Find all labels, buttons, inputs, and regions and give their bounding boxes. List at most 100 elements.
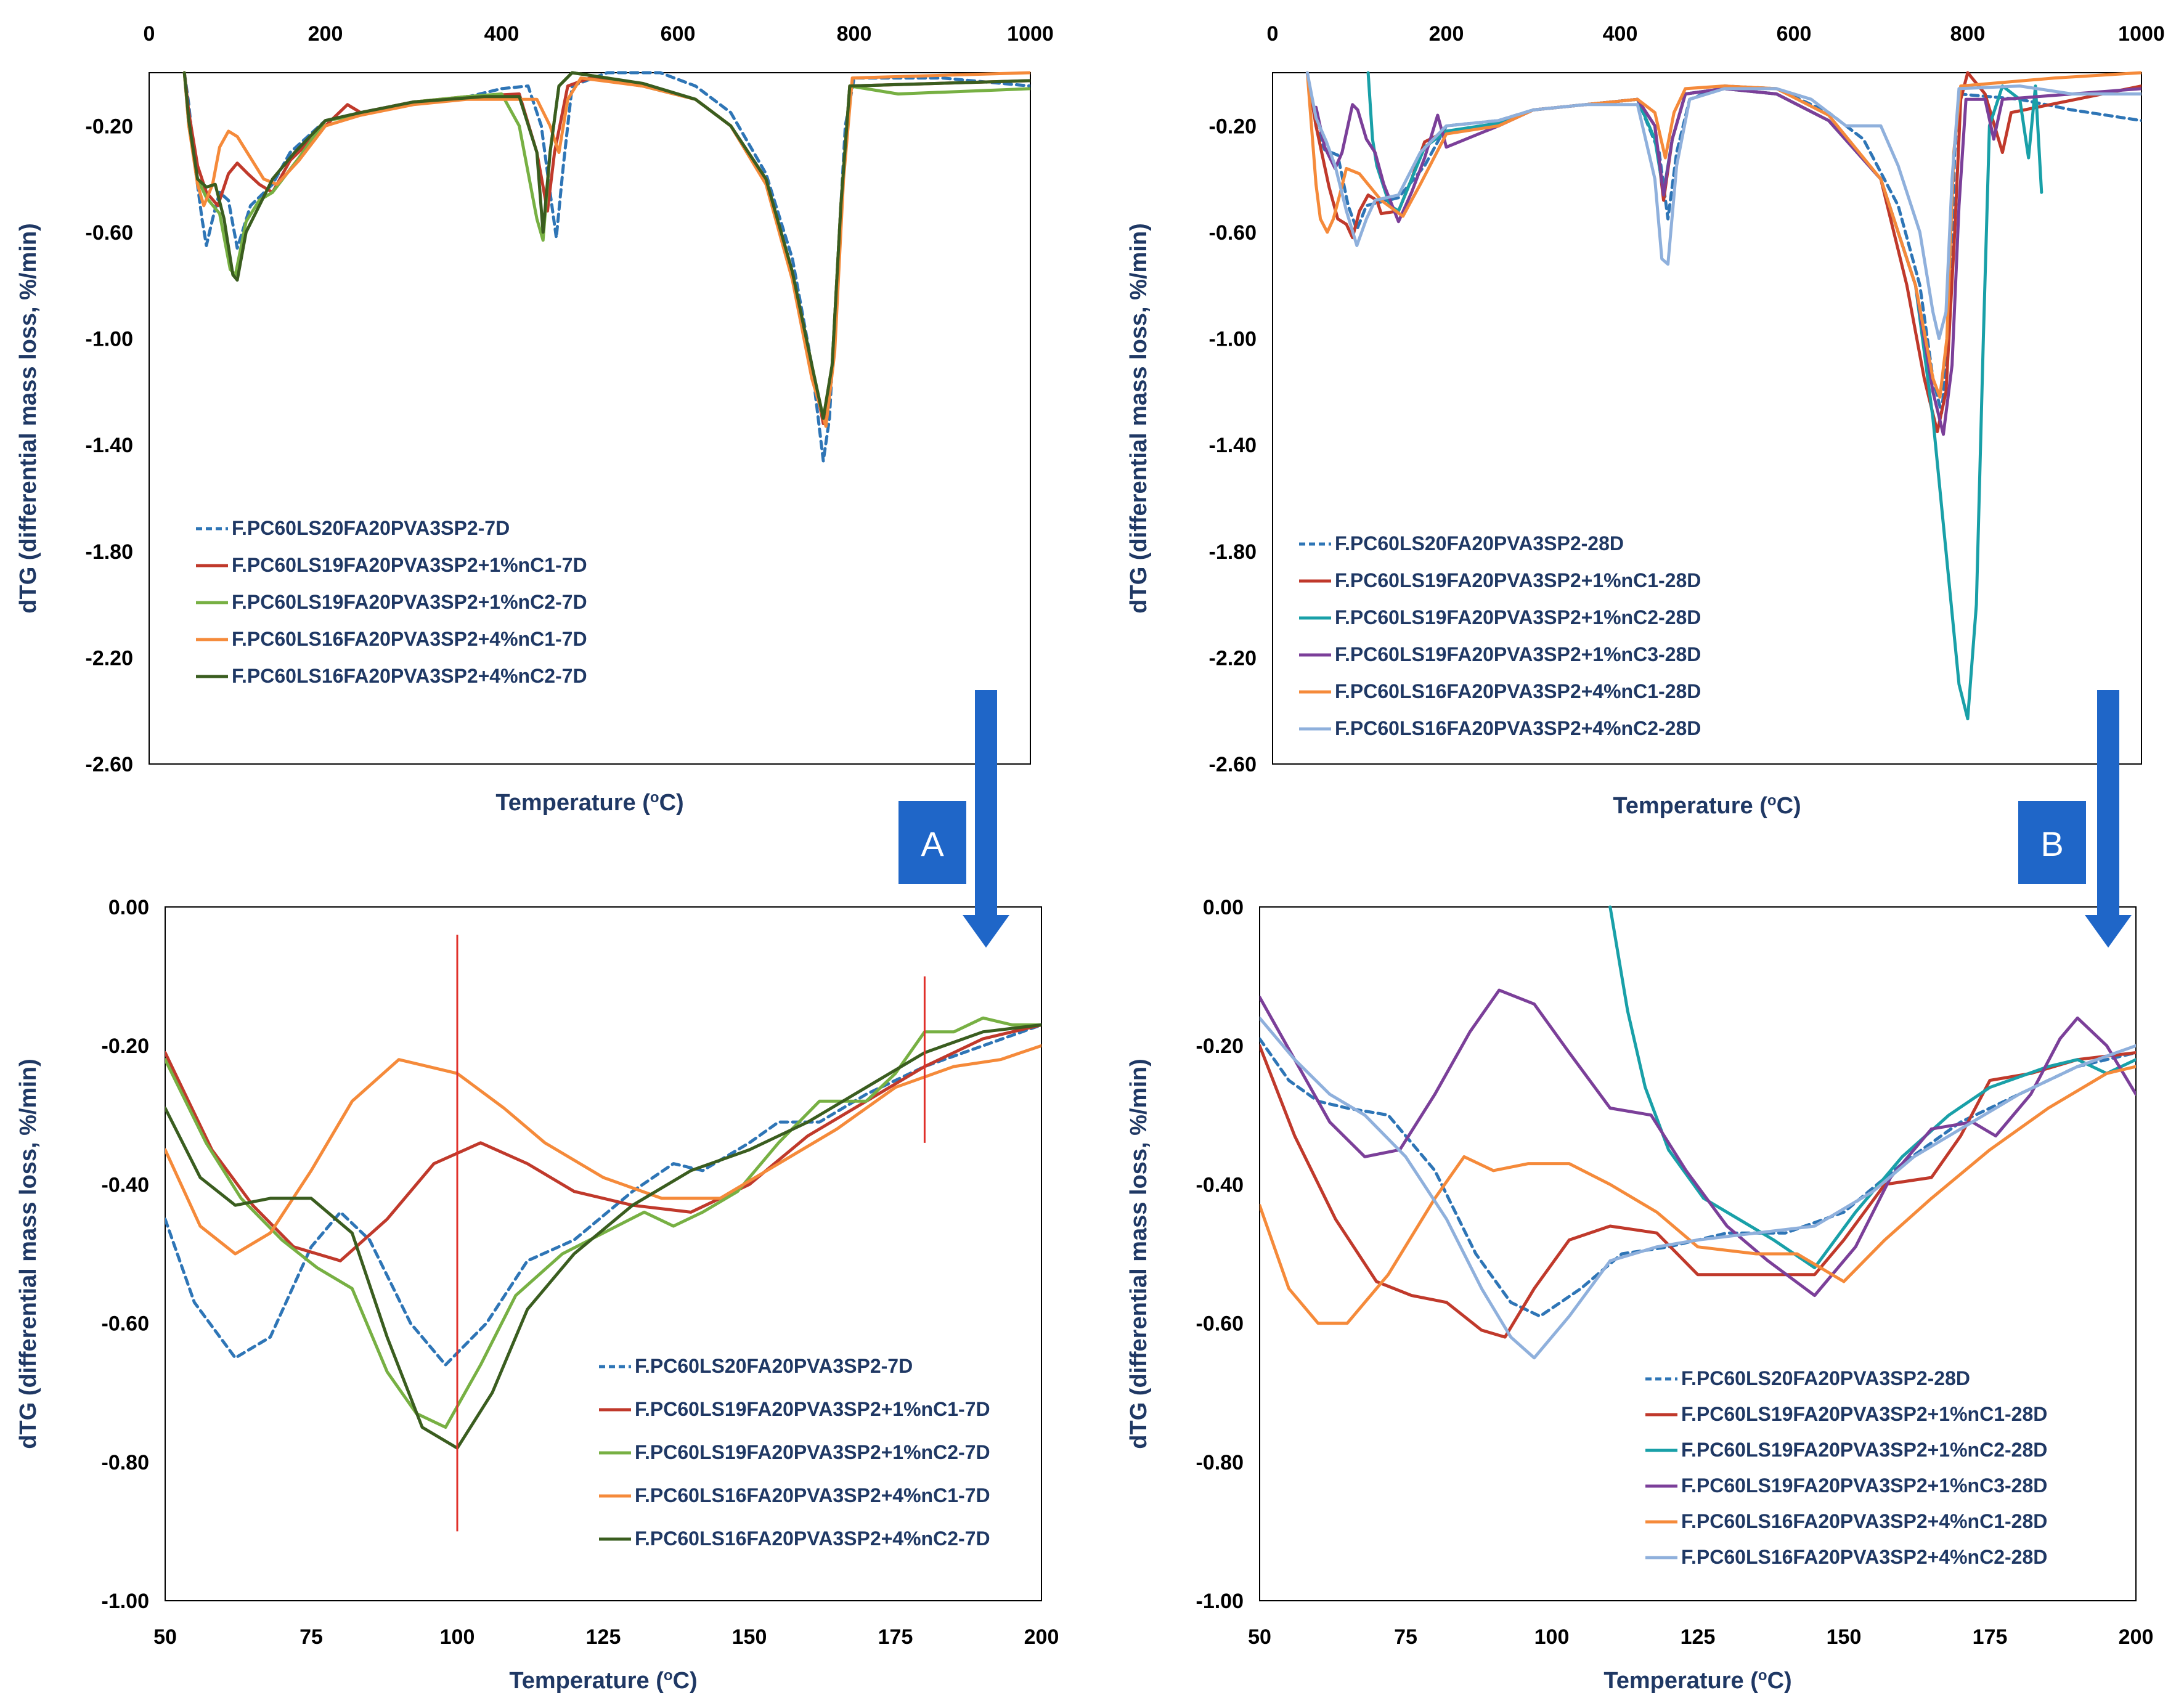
label-box-b	[2018, 801, 2086, 884]
arrow-b-shaft	[2097, 690, 2119, 915]
series-line-2	[1260, 1044, 2136, 1339]
x-tick-label: 800	[837, 22, 872, 46]
y-tick-label: -0.80	[1196, 1451, 1244, 1474]
series-group	[1260, 905, 2136, 1360]
y-axis-label: dTG (differential mass loss, %/min)	[15, 1059, 41, 1449]
x-tick-label: 200	[1429, 22, 1464, 46]
x-tick-label: 400	[484, 22, 520, 46]
y-tick-label: -1.00	[86, 328, 134, 351]
y-axis-label: dTG (differential mass loss, %/min)	[15, 223, 41, 613]
x-tick-label: 50	[153, 1625, 177, 1649]
series-line-2	[182, 71, 1030, 426]
legend-entry: F.PC60LS19FA20PVA3SP2+1%nC1-7D	[635, 1398, 990, 1420]
series-group	[1305, 71, 2141, 721]
y-tick-label: -2.60	[86, 753, 134, 776]
legend: F.PC60LS20FA20PVA3SP2-7D F.PC60LS19FA20PV…	[196, 517, 587, 687]
y-tick-label: -0.60	[86, 221, 134, 245]
y-tick-label: -0.40	[1196, 1173, 1244, 1197]
legend: F.PC60LS20FA20PVA3SP2-28D F.PC60LS19FA20P…	[1299, 532, 1701, 739]
x-tick-label: 100	[1534, 1625, 1570, 1649]
legend: F.PC60LS20FA20PVA3SP2-7D F.PC60LS19FA20PV…	[599, 1355, 990, 1550]
legend-entry: F.PC60LS16FA20PVA3SP2+4%nC1-7D	[635, 1484, 990, 1506]
chart-top_right: -0.20 -0.60 -1.00 -1.40 -1.80 -2.20 -2.60 0 200 4…	[1126, 22, 2165, 819]
series-line-4	[165, 1044, 1041, 1256]
series-line-5	[1260, 1065, 2136, 1325]
series-line-1	[165, 1023, 1041, 1367]
series-line-5	[165, 1023, 1041, 1450]
legend-entry: F.PC60LS19FA20PVA3SP2+1%nC2-7D	[232, 591, 587, 613]
y-tick-label: -2.60	[1209, 753, 1257, 776]
legend-entry: F.PC60LS19FA20PVA3SP2+1%nC3-28D	[1335, 643, 1701, 665]
series-line-3	[1608, 905, 2136, 1269]
plot-frame	[1272, 72, 2142, 765]
series-group	[165, 1016, 1041, 1450]
y-tick-label: -0.20	[1209, 115, 1257, 138]
y-tick-label: -0.60	[102, 1312, 150, 1336]
series-line-1	[182, 71, 1030, 463]
legend-entry: F.PC60LS19FA20PVA3SP2+1%nC2-28D	[1335, 606, 1701, 628]
arrow-a: A	[898, 690, 1009, 948]
legend-entry: F.PC60LS19FA20PVA3SP2+1%nC2-7D	[635, 1441, 990, 1463]
label-box-a	[898, 801, 966, 884]
x-axis-label: Temperature (oC)	[495, 789, 683, 816]
series-line-6	[1305, 71, 2141, 340]
x-tick-label: 200	[1024, 1625, 1059, 1649]
arrow-b: B	[2018, 690, 2132, 948]
x-axis-label: Temperature (oC)	[509, 1667, 697, 1694]
series-line-1	[1305, 71, 2141, 415]
legend-entry: F.PC60LS16FA20PVA3SP2+4%nC2-7D	[635, 1527, 990, 1550]
y-tick-label: -0.60	[1196, 1312, 1244, 1336]
y-tick-label: -1.00	[1196, 1590, 1244, 1613]
x-tick-label: 50	[1248, 1625, 1271, 1649]
label-box-a-text: A	[921, 824, 944, 863]
legend-entry: F.PC60LS19FA20PVA3SP2+1%nC3-28D	[1681, 1474, 2047, 1497]
y-tick-label: -1.80	[86, 540, 134, 564]
y-tick-label: 0.00	[1203, 896, 1244, 919]
series-line-4	[182, 71, 1030, 428]
y-tick-label: -0.80	[102, 1451, 150, 1474]
legend: F.PC60LS20FA20PVA3SP2-28D F.PC60LS19FA20P…	[1645, 1367, 2047, 1568]
x-tick-label: 75	[1394, 1625, 1417, 1649]
y-tick-label: -2.20	[1209, 646, 1257, 670]
series-line-2	[165, 1023, 1041, 1262]
series-line-5	[182, 71, 1030, 420]
legend-entry: F.PC60LS19FA20PVA3SP2+1%nC1-7D	[232, 554, 587, 576]
y-tick-label: -1.00	[102, 1590, 150, 1613]
plot-frame	[165, 906, 1042, 1601]
legend-entry: F.PC60LS16FA20PVA3SP2+4%nC2-28D	[1335, 717, 1701, 739]
x-tick-label: 100	[440, 1625, 475, 1649]
arrow-a-shaft	[975, 690, 997, 915]
x-axis-label: Temperature (oC)	[1613, 792, 1801, 819]
legend-entry: F.PC60LS19FA20PVA3SP2+1%nC1-28D	[1335, 569, 1701, 591]
x-tick-label: 150	[732, 1625, 767, 1649]
arrow-b-head	[2085, 915, 2132, 948]
x-tick-label: 125	[1681, 1625, 1716, 1649]
legend-entry: F.PC60LS20FA20PVA3SP2-7D	[635, 1355, 913, 1377]
legend-entry: F.PC60LS20FA20PVA3SP2-7D	[232, 517, 510, 539]
legend-entry: F.PC60LS19FA20PVA3SP2+1%nC2-28D	[1681, 1439, 2047, 1461]
y-tick-label: -1.00	[1209, 328, 1257, 351]
x-tick-label: 125	[586, 1625, 621, 1649]
x-tick-label: 175	[878, 1625, 913, 1649]
series-line-3	[165, 1016, 1041, 1429]
x-tick-label: 0	[1267, 22, 1279, 46]
legend-entry: F.PC60LS16FA20PVA3SP2+4%nC1-28D	[1681, 1510, 2047, 1532]
x-tick-label: 150	[1827, 1625, 1862, 1649]
y-axis-label: dTG (differential mass loss, %/min)	[1126, 1059, 1152, 1449]
y-tick-label: -1.40	[86, 434, 134, 457]
series-line-6	[1260, 1016, 2136, 1360]
x-tick-label: 200	[308, 22, 343, 46]
legend-entry: F.PC60LS16FA20PVA3SP2+4%nC1-7D	[232, 628, 587, 650]
legend-entry: F.PC60LS20FA20PVA3SP2-28D	[1681, 1367, 1970, 1389]
y-tick-label: -1.40	[1209, 434, 1257, 457]
y-tick-label: -0.20	[86, 115, 134, 138]
series-group	[182, 71, 1030, 463]
plot-frame	[149, 72, 1031, 765]
y-tick-label: 0.00	[108, 896, 149, 919]
series-line-2	[1305, 71, 2141, 434]
x-tick-label: 0	[144, 22, 155, 46]
y-axis-label: dTG (differential mass loss, %/min)	[1126, 223, 1152, 613]
y-tick-label: -2.20	[86, 646, 134, 670]
y-tick-label: -1.80	[1209, 540, 1257, 564]
